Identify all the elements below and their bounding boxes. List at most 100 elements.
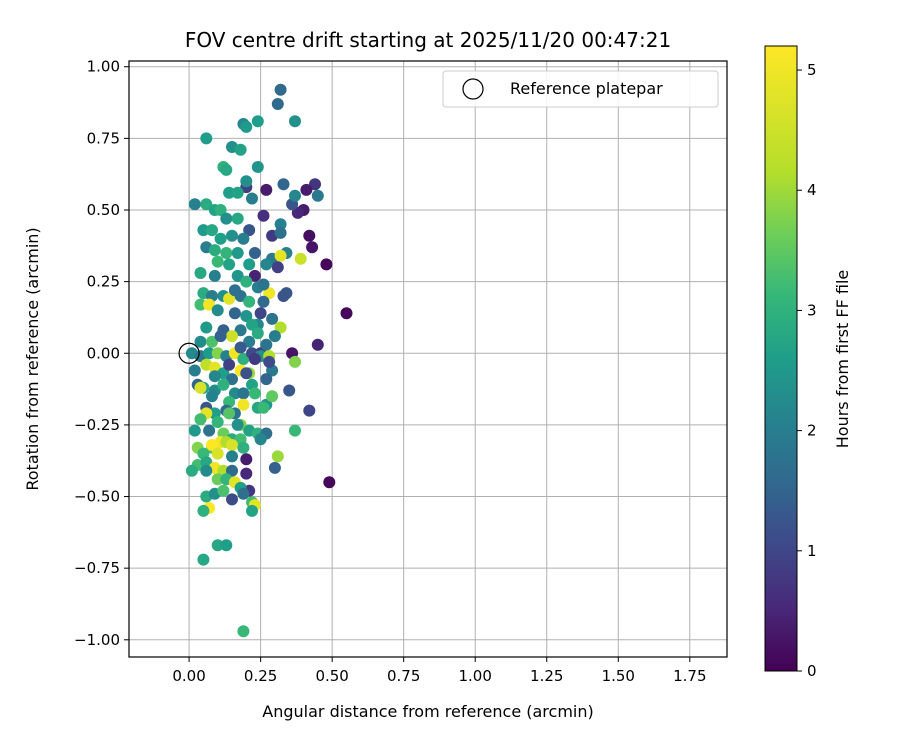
- data-point: [206, 439, 218, 451]
- data-point: [257, 209, 270, 222]
- data-point: [220, 247, 233, 259]
- data-point: [240, 175, 253, 188]
- colorbar: [764, 45, 798, 672]
- data-point: [237, 387, 250, 400]
- x-tick-label: 1.50: [602, 667, 635, 685]
- plot-frame: [128, 60, 728, 658]
- data-point: [243, 224, 256, 237]
- x-tick-label: 1.75: [673, 667, 706, 685]
- data-point: [248, 387, 261, 400]
- data-point: [271, 261, 284, 274]
- data-point: [291, 206, 304, 219]
- data-point: [214, 330, 227, 343]
- data-point: [231, 186, 244, 199]
- data-point: [237, 353, 250, 365]
- y-tick-label: 0.00: [87, 344, 120, 362]
- y-tick-label: 0.50: [87, 201, 120, 219]
- data-point: [208, 269, 221, 282]
- grid-lines: [129, 61, 727, 657]
- data-point: [309, 178, 321, 191]
- data-point: [200, 132, 213, 145]
- data-point: [211, 539, 224, 552]
- data-point: [188, 364, 201, 377]
- data-point: [289, 115, 301, 128]
- colorbar-tick-label: 0: [807, 662, 817, 680]
- data-point: [323, 476, 336, 489]
- data-point: [237, 625, 250, 638]
- data-point: [274, 83, 287, 96]
- data-point: [280, 287, 293, 300]
- data-point: [243, 335, 256, 348]
- y-tick-label: −1.00: [74, 631, 120, 649]
- data-point: [228, 284, 241, 297]
- data-point: [223, 407, 236, 420]
- data-point: [200, 456, 213, 469]
- y-tick-label: 0.75: [87, 129, 120, 147]
- legend-box: [442, 70, 719, 108]
- colorbar-tick-label: 2: [807, 422, 817, 440]
- data-point: [226, 493, 238, 506]
- data-point: [240, 275, 253, 288]
- data-point: [254, 433, 267, 446]
- data-point: [300, 183, 313, 196]
- data-point: [266, 390, 279, 403]
- data-point: [248, 247, 261, 259]
- data-point: [274, 226, 287, 239]
- data-point: [206, 335, 218, 348]
- data-point: [240, 120, 253, 133]
- y-tick-label: −0.50: [74, 488, 120, 506]
- y-axis-label: Rotation from reference (arcmin): [23, 227, 42, 490]
- y-tick-label: −0.25: [74, 416, 120, 434]
- data-point: [226, 330, 238, 343]
- colorbar-tick-label: 5: [807, 61, 817, 79]
- x-tick-label: 0.00: [172, 667, 205, 685]
- x-tick-label: 1.00: [459, 667, 492, 685]
- x-tick-label: 0.50: [315, 667, 348, 685]
- data-point: [240, 467, 253, 480]
- data-point: [274, 249, 287, 262]
- data-point: [306, 241, 319, 254]
- colorbar-tick-label: 3: [807, 301, 817, 319]
- data-point: [211, 304, 224, 317]
- data-point: [274, 218, 287, 231]
- data-point: [188, 198, 201, 211]
- data-point: [226, 464, 238, 477]
- data-point: [246, 318, 258, 331]
- data-point: [243, 258, 256, 271]
- data-point: [194, 335, 207, 348]
- data-point: [268, 461, 281, 474]
- data-point: [200, 464, 213, 477]
- data-point: [237, 487, 250, 500]
- data-point: [223, 292, 236, 305]
- data-point: [248, 269, 261, 282]
- data-point: [234, 324, 247, 337]
- data-point: [203, 424, 216, 437]
- data-point: [257, 278, 270, 291]
- colorbar-ticks: 0 1 2 3 4 5: [797, 61, 817, 680]
- data-point: [217, 378, 230, 391]
- data-point: [260, 258, 273, 271]
- data-point: [223, 186, 236, 199]
- data-point: [340, 307, 353, 320]
- data-point: [311, 338, 324, 351]
- data-point: [303, 404, 316, 417]
- data-point: [211, 447, 224, 460]
- data-point: [257, 295, 270, 308]
- data-point: [226, 439, 238, 451]
- colorbar-tick-label: 1: [807, 542, 817, 560]
- data-point: [266, 312, 279, 325]
- data-point: [197, 504, 210, 517]
- data-point: [214, 204, 227, 216]
- data-point: [194, 381, 207, 394]
- data-point: [228, 387, 241, 400]
- data-point: [226, 450, 238, 463]
- scatter-points: [185, 83, 353, 638]
- legend-label: Reference platepar: [510, 79, 663, 98]
- x-axis-ticks: 0.00 0.25 0.50 0.75 1.00 1.25 1.50 1.75: [172, 657, 707, 685]
- data-point: [208, 370, 221, 383]
- data-point: [240, 310, 253, 322]
- data-point: [271, 98, 284, 110]
- y-tick-label: 0.25: [87, 273, 120, 291]
- data-point: [231, 212, 244, 225]
